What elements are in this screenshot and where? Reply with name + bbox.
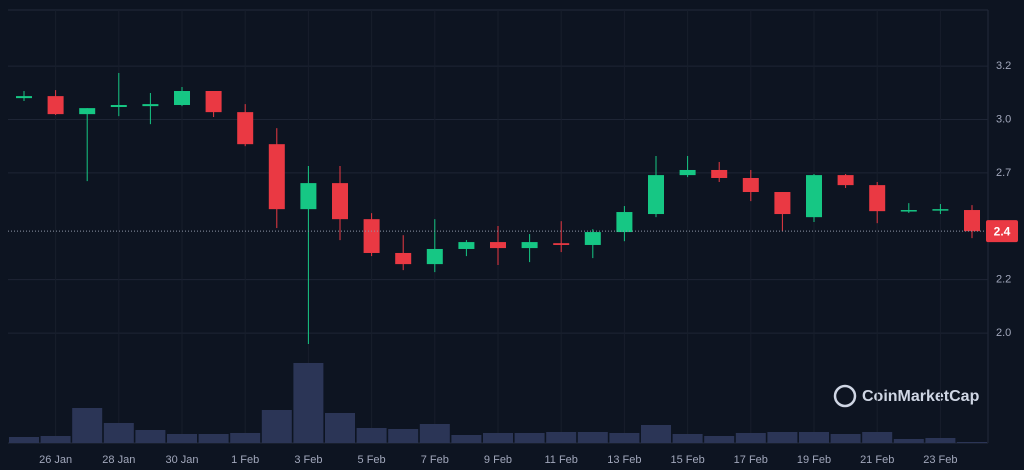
candle-body	[553, 243, 570, 245]
candle-body	[79, 108, 96, 115]
x-tick-label: 26 Jan	[39, 454, 72, 466]
volume-bar	[609, 433, 640, 443]
x-tick-label: 28 Jan	[102, 454, 135, 466]
volume-bar	[356, 428, 387, 443]
volume-bar	[419, 424, 450, 443]
volume-bar	[577, 432, 608, 443]
volume-bar	[546, 432, 577, 443]
candle-body	[332, 183, 348, 220]
logo	[833, 384, 857, 408]
x-tick-label: 13 Feb	[607, 454, 641, 466]
x-tick-label: 1 Feb	[231, 454, 259, 466]
volume-bar	[925, 438, 956, 443]
volume-bar	[261, 410, 292, 443]
y-tick-label: 2.0	[996, 327, 1011, 339]
volume-bar	[799, 432, 829, 443]
volume-bar	[767, 432, 798, 443]
volume-bar	[893, 439, 924, 443]
x-tick-label: 5 Feb	[358, 454, 386, 466]
volume-bar	[135, 430, 166, 443]
y-tick-label: 3.0	[996, 113, 1011, 125]
candle-body	[900, 210, 917, 212]
candle-body	[742, 177, 759, 193]
x-tick-label: 17 Feb	[734, 454, 768, 466]
volume-bar	[167, 434, 197, 443]
volume-bar	[641, 425, 671, 443]
candle-body	[300, 183, 317, 210]
candle-body	[363, 219, 380, 253]
candle-body	[110, 105, 127, 108]
y-tick-label: 3.2	[996, 60, 1011, 72]
volume-bar	[830, 434, 861, 443]
volume-bar	[230, 433, 261, 443]
price-tag	[986, 220, 1018, 243]
candle-body	[648, 175, 664, 215]
volume-bar	[293, 363, 324, 443]
candle-body	[806, 175, 822, 218]
x-tick-label: 7 Feb	[421, 454, 449, 466]
volume-bar	[957, 442, 987, 443]
candle-body	[16, 96, 32, 99]
candle-body	[47, 96, 64, 115]
candle-body	[964, 210, 980, 232]
candle-body	[490, 242, 506, 249]
x-tick-label: 19 Feb	[797, 454, 831, 466]
candle-body	[869, 185, 886, 212]
x-tick-label: 30 Jan	[165, 454, 198, 466]
candle-body	[174, 90, 190, 106]
volume-bar	[9, 437, 39, 443]
volume-bar	[40, 436, 71, 443]
volume-bar	[198, 434, 229, 443]
volume-bar	[451, 435, 482, 443]
x-tick-label: 15 Feb	[670, 454, 704, 466]
candle-body	[395, 252, 412, 265]
volume-bar	[862, 432, 893, 443]
x-tick-label: 3 Feb	[294, 454, 322, 466]
y-tick-label: 2.7	[996, 167, 1011, 179]
price-tag-label: 2.4	[994, 224, 1011, 238]
candle-body	[711, 169, 728, 178]
candle-body	[142, 104, 159, 107]
candle-body	[268, 144, 285, 210]
x-tick-label: 23 Feb	[923, 454, 957, 466]
volume-bar	[325, 413, 355, 443]
candle-body	[616, 212, 633, 233]
candle-body	[584, 232, 601, 245]
volume-bar	[514, 433, 545, 443]
candle-body	[774, 192, 791, 215]
candle-body	[679, 169, 696, 176]
candle-body	[932, 209, 949, 211]
volume-bar	[103, 423, 134, 443]
candle-body	[426, 248, 443, 265]
watermark-text: CoinMarketCap	[862, 388, 980, 405]
candle-body	[237, 112, 254, 145]
volume-bar	[483, 433, 513, 443]
watermark: CoinMarketCap	[833, 384, 980, 408]
candle-body	[458, 242, 475, 249]
volume-bar	[72, 408, 103, 443]
volume-bar	[735, 433, 766, 443]
candle-body	[205, 90, 222, 113]
x-tick-label: 11 Feb	[544, 454, 577, 466]
candle-body	[837, 175, 854, 186]
y-tick-label: 2.2	[996, 274, 1011, 286]
volume-bar	[388, 429, 419, 443]
volume-bar	[672, 434, 703, 443]
volume-bar	[704, 436, 735, 443]
x-tick-label: 9 Feb	[484, 454, 512, 466]
x-tick-label: 21 Feb	[860, 454, 894, 466]
candle-body	[521, 242, 538, 249]
